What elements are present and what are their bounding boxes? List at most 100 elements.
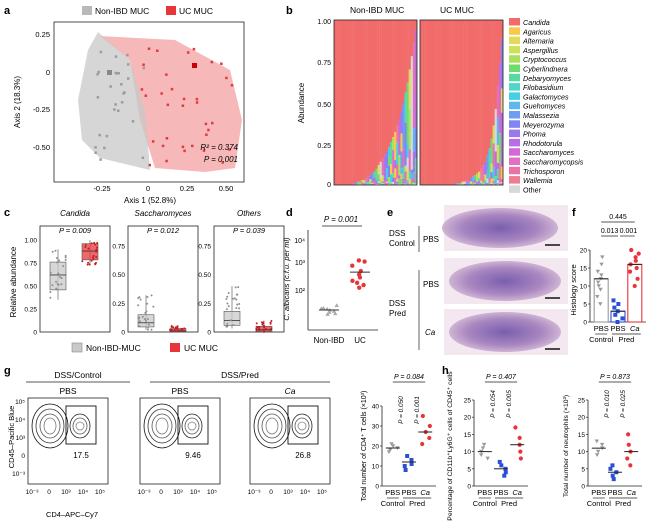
bar-segment-other-genus: [498, 163, 502, 177]
bar-segment-other-genus: [377, 183, 380, 185]
bar-segment-other-genus: [396, 178, 399, 182]
bar-segment-other-genus: [406, 170, 409, 180]
pcoa-point-nonibd: [142, 66, 146, 70]
bar-segment-other-genus: [383, 177, 387, 181]
bar-segment-other-genus: [412, 172, 416, 179]
bar-segment-other-genus: [412, 94, 416, 129]
bar-segment-other-genus: [385, 179, 389, 182]
bar-segment-other-genus: [490, 163, 493, 173]
summary-point: [611, 298, 616, 303]
ytick-label: 20: [578, 415, 586, 422]
summary-xtick: Ca: [420, 488, 430, 497]
bar-segment-other-genus: [383, 180, 387, 183]
summary-point: [615, 320, 620, 324]
h-pval-2: P = 0.054: [490, 390, 497, 418]
summary-point: [595, 449, 601, 454]
bar-segment-candida: [459, 20, 462, 184]
legend-label-rhodotorula: Rhodotorula: [523, 139, 562, 148]
bar-segment-other-genus: [463, 181, 466, 184]
h-pval-3: P = 0.025: [620, 390, 627, 418]
bar-segment-other-genus: [498, 182, 502, 184]
pcoa-point-uc: [142, 63, 145, 67]
d-ytick-3: 10²: [295, 288, 306, 295]
pcoa-point-uc: [170, 87, 174, 91]
bar-segment-other-genus: [496, 169, 500, 179]
c-point: [92, 258, 95, 261]
bar-segment-candida: [346, 20, 349, 185]
e-label-control: Control: [389, 239, 415, 248]
c-frame-1: [127, 225, 199, 333]
panel-letter-h: h: [442, 365, 449, 377]
flow-xtick: 10⁴: [78, 489, 88, 496]
bar-segment-candida: [344, 20, 347, 185]
summary-bar: [593, 278, 609, 323]
bar-segment-other-genus: [498, 62, 502, 134]
e-label-pbs-2: PBS: [423, 280, 439, 289]
flow-contour: [69, 413, 91, 439]
bar-segment-candida: [478, 20, 481, 172]
bar-segment-candida: [467, 20, 470, 181]
bar-segment-other-genus: [406, 157, 409, 171]
bar-segment-candida: [465, 20, 468, 181]
c-title-1: Saccharomyces: [135, 209, 192, 218]
pcoa-plot-frame: [53, 21, 245, 183]
a-xtick-2: 0: [146, 184, 150, 193]
legend-label-malassezia: Malassezia: [523, 111, 559, 120]
pcoa-point-uc: [151, 140, 155, 143]
c-point: [49, 291, 52, 294]
flow-ytick: 10⁻³: [12, 471, 26, 478]
pcoa-point-uc: [191, 144, 194, 148]
c-point: [64, 258, 67, 261]
c-box: [49, 261, 67, 291]
bar-segment-other-genus: [375, 168, 378, 181]
bar-segment-other-genus: [379, 178, 382, 183]
bar-segment-other-genus: [478, 171, 481, 179]
group-label-control: Control: [589, 335, 614, 344]
bar-segment-other-genus: [390, 174, 393, 178]
c-ytick: 0: [207, 330, 211, 337]
pcoa-point-uc: [144, 94, 148, 97]
flow-xtick: 10³: [173, 489, 183, 496]
a-ytick-3: -0.25: [33, 105, 50, 114]
bar-segment-other-genus: [402, 180, 405, 184]
bar-segment-other-genus: [381, 158, 384, 172]
bar-segment-other-genus: [375, 180, 378, 182]
summary-point: [626, 432, 631, 437]
e-label-ca: Ca: [425, 328, 436, 337]
bar-segment-other-genus: [410, 56, 414, 134]
summary-point: [594, 453, 600, 458]
c-point: [55, 287, 58, 290]
bar-segment-other-genus: [381, 171, 384, 176]
h-right-chart: 25 20 15 10 5 0 PBS PBS Ca Control Pred Total numbe…: [563, 374, 642, 508]
hull-nonibd: [78, 32, 150, 170]
bar-segment-other-genus: [371, 173, 374, 182]
group-label-pred: Pred: [618, 335, 634, 344]
pcoa-point-uc: [166, 103, 170, 107]
bar-segment-candida: [365, 20, 368, 179]
flow-contour: [297, 421, 307, 431]
c-point: [178, 329, 181, 332]
bar-segment-other-genus: [360, 181, 364, 184]
summary-point: [633, 258, 638, 263]
b-frame-uc: [419, 19, 504, 186]
flow-xtick: 10⁴: [300, 489, 310, 496]
bar-segment-other-genus: [406, 179, 409, 184]
bar-segment-other-genus: [396, 181, 399, 184]
c-point: [227, 292, 230, 295]
c-point: [180, 327, 183, 330]
bar-segment-other-genus: [473, 182, 477, 184]
bar-segment-other-genus: [400, 133, 403, 152]
flow-contour: [39, 413, 61, 439]
pcoa-point-uc: [147, 47, 151, 51]
c-title-0: Candida: [60, 209, 90, 218]
bar-segment-other-genus: [390, 182, 393, 184]
bar-segment-other-genus: [404, 182, 407, 184]
bar-segment-other-genus: [482, 165, 485, 176]
bar-segment-other-genus: [408, 149, 411, 171]
panel-e: e DSS Control PBS PBS DSS Pred Ca: [387, 205, 568, 355]
summary-point: [612, 305, 617, 310]
flow-xtick: 0: [269, 489, 273, 496]
c-point: [263, 325, 266, 328]
c-point: [146, 295, 149, 298]
c-point: [86, 263, 89, 266]
